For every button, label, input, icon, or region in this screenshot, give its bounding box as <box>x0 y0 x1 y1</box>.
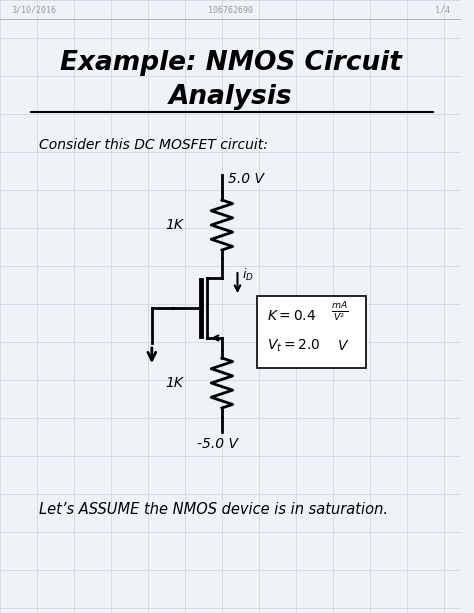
Text: $V$: $V$ <box>337 339 349 353</box>
Text: -5.0 V: -5.0 V <box>197 437 237 451</box>
Text: $i_D$: $i_D$ <box>242 267 254 283</box>
Text: 1K: 1K <box>165 218 183 232</box>
Text: Let’s ASSUME the NMOS device is in saturation.: Let’s ASSUME the NMOS device is in satur… <box>39 503 388 517</box>
Text: 1/4: 1/4 <box>435 6 450 15</box>
Text: 1K: 1K <box>165 376 183 390</box>
Text: Analysis: Analysis <box>169 84 292 110</box>
Text: $\frac{mA}{V^2}$: $\frac{mA}{V^2}$ <box>331 300 348 324</box>
Bar <box>257 296 366 368</box>
Text: Example: NMOS Circuit: Example: NMOS Circuit <box>60 50 401 76</box>
Text: Consider this DC MOSFET circuit:: Consider this DC MOSFET circuit: <box>39 138 268 152</box>
Text: 3/10/2016: 3/10/2016 <box>12 6 57 15</box>
Text: 5.0 V: 5.0 V <box>228 172 264 186</box>
Text: $V_t = 2.0$: $V_t = 2.0$ <box>267 338 320 354</box>
Text: $K = 0.4$: $K = 0.4$ <box>267 309 316 323</box>
Text: 106762690: 106762690 <box>208 6 253 15</box>
